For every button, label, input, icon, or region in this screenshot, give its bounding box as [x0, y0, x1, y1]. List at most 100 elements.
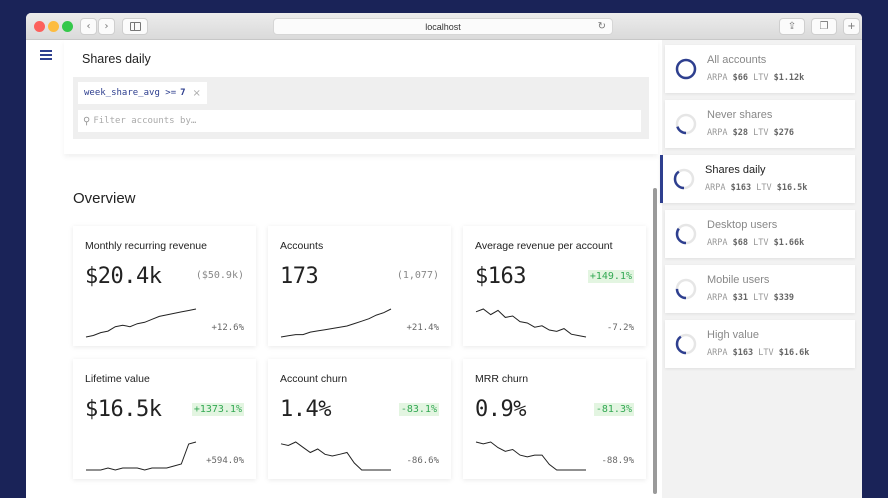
ltv-label: LTV — [753, 73, 769, 83]
sparkline-line — [475, 308, 587, 338]
segment-stats: ARPA $66 LTV $1.12k — [707, 73, 804, 83]
metric-card[interactable]: Monthly recurring revenue $20.4k ($50.9k… — [73, 226, 256, 346]
segment-ring-icon — [675, 58, 697, 80]
close-window-button[interactable] — [34, 21, 45, 32]
remove-filter-icon[interactable]: × — [192, 87, 201, 99]
metric-card[interactable]: Lifetime value $16.5k +1373.1% +594.0% — [73, 359, 256, 479]
segment-ring-icon — [675, 113, 697, 135]
segment-stats: ARPA $163 LTV $16.5k — [705, 183, 807, 193]
segment-name: Mobile users — [707, 274, 770, 286]
ltv-value: $276 — [773, 128, 795, 138]
arpa-value: $66 — [732, 73, 748, 83]
metric-value: 1.4% — [280, 397, 331, 422]
metric-compare: -81.3% — [593, 403, 634, 416]
segment-title: Shares daily — [82, 52, 151, 66]
metric-card[interactable]: Average revenue per account $163 +149.1%… — [463, 226, 646, 346]
metric-title: MRR churn — [475, 373, 529, 385]
ltv-value: $1.66k — [773, 238, 805, 248]
metric-card[interactable]: Account churn 1.4% -83.1% -86.6% — [268, 359, 451, 479]
arpa-label: ARPA — [707, 293, 728, 303]
segment-stats: ARPA $68 LTV $1.66k — [707, 238, 804, 248]
ltv-label: LTV — [756, 183, 772, 193]
filter-search-placeholder: Filter accounts by… — [93, 116, 197, 126]
arpa-value: $31 — [732, 293, 748, 303]
sparkline-line — [86, 441, 197, 471]
share-button[interactable]: ⇪ — [779, 18, 805, 35]
back-button[interactable]: ‹ — [80, 18, 97, 35]
metric-sparkline — [280, 441, 391, 471]
forward-button[interactable]: › — [98, 18, 115, 35]
metric-sparkline — [475, 441, 586, 471]
metric-compare: +1373.1% — [191, 403, 244, 416]
segment-ring-icon — [675, 278, 697, 300]
sparkline-line — [475, 441, 586, 471]
metric-compare: +149.1% — [587, 270, 634, 283]
segment-stats: ARPA $31 LTV $339 — [707, 293, 794, 303]
arpa-label: ARPA — [707, 73, 728, 83]
metric-value: $16.5k — [85, 397, 162, 422]
sidebar-toggle-button[interactable] — [122, 18, 148, 35]
segment-stats: ARPA $28 LTV $276 — [707, 128, 794, 138]
metric-value: $20.4k — [85, 264, 162, 289]
segment-name: Desktop users — [707, 219, 778, 231]
arpa-value: $68 — [732, 238, 748, 248]
metric-trend: +21.4% — [406, 323, 439, 333]
ltv-label: LTV — [753, 128, 769, 138]
address-bar[interactable]: localhost ↻ — [273, 18, 613, 35]
segment-item[interactable]: High value ARPA $163 LTV $16.6k — [665, 320, 855, 368]
metric-title: Average revenue per account — [475, 240, 613, 252]
reload-icon[interactable]: ↻ — [597, 21, 606, 32]
arpa-label: ARPA — [707, 348, 728, 358]
ltv-value: $1.12k — [773, 73, 805, 83]
metric-title: Lifetime value — [85, 373, 150, 385]
sparkline-line — [280, 441, 391, 471]
segment-item[interactable]: Mobile users ARPA $31 LTV $339 — [665, 265, 855, 313]
sparkline-line — [280, 308, 392, 338]
metric-compare: (1,077) — [396, 270, 439, 281]
metric-trend: +594.0% — [206, 456, 244, 466]
segment-ring-icon — [675, 333, 697, 355]
maximize-window-button[interactable] — [62, 21, 73, 32]
segment-name: High value — [707, 329, 759, 341]
metric-title: Monthly recurring revenue — [85, 240, 207, 252]
metric-card[interactable]: MRR churn 0.9% -81.3% -88.9% — [463, 359, 646, 479]
sparkline-line — [85, 308, 197, 338]
ltv-label: LTV — [758, 348, 774, 358]
browser-titlebar: ‹ › localhost ↻ ⇪ ❐ + — [26, 13, 862, 40]
segment-item[interactable]: Shares daily ARPA $163 LTV $16.5k — [660, 155, 855, 203]
segment-item[interactable]: All accounts ARPA $66 LTV $1.12k — [665, 45, 855, 93]
overview-title: Overview — [73, 190, 136, 207]
ltv-value: $16.6k — [778, 348, 810, 358]
metric-sparkline — [85, 308, 197, 338]
arpa-label: ARPA — [705, 183, 726, 193]
url-text: localhost — [425, 21, 461, 32]
ltv-value: $339 — [773, 293, 795, 303]
main-scrollbar[interactable] — [653, 188, 657, 494]
metric-trend: -88.9% — [601, 456, 634, 466]
new-tab-button[interactable]: + — [843, 18, 860, 35]
sidebar-icon — [129, 22, 141, 31]
segment-item[interactable]: Never shares ARPA $28 LTV $276 — [665, 100, 855, 148]
segment-ring-icon — [673, 168, 695, 190]
segment-name: Shares daily — [705, 164, 766, 176]
browser-window: ‹ › localhost ↻ ⇪ ❐ + Shares daily week_… — [26, 13, 862, 498]
metric-trend: -86.6% — [406, 456, 439, 466]
metric-compare: ($50.9k) — [195, 270, 244, 281]
minimize-window-button[interactable] — [48, 21, 59, 32]
metric-value: 173 — [280, 264, 319, 289]
tabs-icon: ❐ — [819, 21, 829, 32]
hamburger-menu-icon[interactable] — [40, 50, 52, 60]
metric-sparkline — [280, 308, 392, 338]
filter-search-input[interactable]: ⚲ Filter accounts by… — [78, 110, 641, 132]
segment-name: Never shares — [707, 109, 773, 121]
app-content: Shares daily week_share_avg >= 7 × ⚲ Fil… — [26, 40, 862, 498]
metric-card[interactable]: Accounts 173 (1,077) +21.4% — [268, 226, 451, 346]
arpa-label: ARPA — [707, 128, 728, 138]
metric-compare: -83.1% — [398, 403, 439, 416]
filter-box: week_share_avg >= 7 × ⚲ Filter accounts … — [73, 77, 649, 139]
filter-chip-value: 7 — [180, 88, 186, 98]
chevron-left-icon: ‹ — [86, 21, 91, 32]
tabs-button[interactable]: ❐ — [811, 18, 837, 35]
segment-item[interactable]: Desktop users ARPA $68 LTV $1.66k — [665, 210, 855, 258]
filter-chip[interactable]: week_share_avg >= 7 × — [78, 82, 207, 104]
